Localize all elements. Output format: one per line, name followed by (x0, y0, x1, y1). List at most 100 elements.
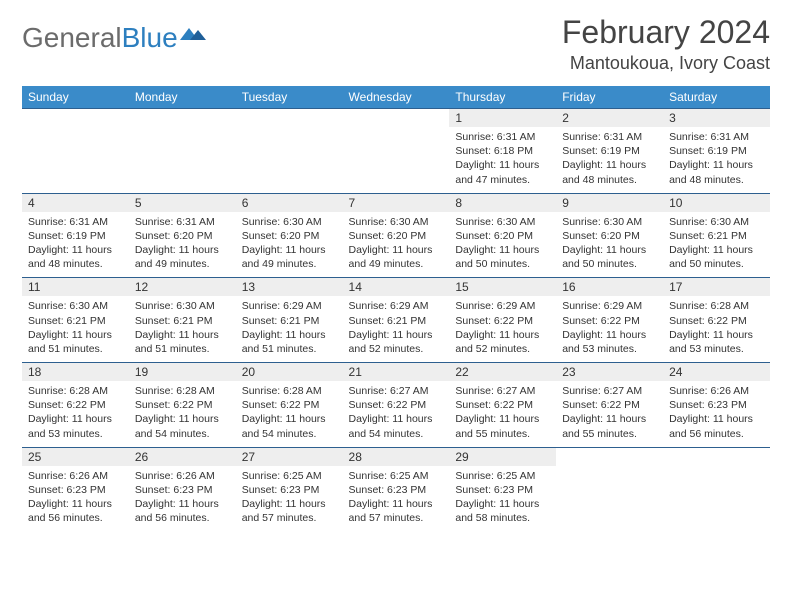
day-number: 14 (343, 278, 450, 297)
day-number: 2 (556, 109, 663, 128)
week-daynum-row: 11121314151617 (22, 278, 770, 297)
day-info: Sunrise: 6:30 AMSunset: 6:21 PMDaylight:… (663, 212, 770, 278)
sunset-line: Sunset: 6:20 PM (135, 229, 230, 243)
sunset-line: Sunset: 6:23 PM (242, 483, 337, 497)
sunset-line: Sunset: 6:21 PM (349, 314, 444, 328)
weekday-header: Saturday (663, 86, 770, 109)
sunset-line: Sunset: 6:20 PM (562, 229, 657, 243)
sunrise-line: Sunrise: 6:31 AM (562, 130, 657, 144)
sunset-line: Sunset: 6:21 PM (135, 314, 230, 328)
sunset-line: Sunset: 6:21 PM (242, 314, 337, 328)
day-number: 5 (129, 193, 236, 212)
day-info: Sunrise: 6:30 AMSunset: 6:20 PMDaylight:… (343, 212, 450, 278)
month-title: February 2024 (562, 14, 770, 51)
sunrise-line: Sunrise: 6:29 AM (562, 299, 657, 313)
daylight-line: Daylight: 11 hours and 55 minutes. (455, 412, 550, 440)
day-number: 23 (556, 363, 663, 382)
day-number: 3 (663, 109, 770, 128)
calendar-table: SundayMondayTuesdayWednesdayThursdayFrid… (22, 86, 770, 531)
sunset-line: Sunset: 6:23 PM (455, 483, 550, 497)
sunset-line: Sunset: 6:23 PM (349, 483, 444, 497)
daylight-line: Daylight: 11 hours and 50 minutes. (669, 243, 764, 271)
location-label: Mantoukoua, Ivory Coast (562, 53, 770, 74)
sunrise-line: Sunrise: 6:30 AM (455, 215, 550, 229)
sunrise-line: Sunrise: 6:31 AM (28, 215, 123, 229)
sunrise-line: Sunrise: 6:25 AM (349, 469, 444, 483)
day-number: 9 (556, 193, 663, 212)
day-number: 12 (129, 278, 236, 297)
sunrise-line: Sunrise: 6:26 AM (135, 469, 230, 483)
daylight-line: Daylight: 11 hours and 56 minutes. (135, 497, 230, 525)
sunset-line: Sunset: 6:19 PM (28, 229, 123, 243)
daylight-line: Daylight: 11 hours and 49 minutes. (349, 243, 444, 271)
daylight-line: Daylight: 11 hours and 57 minutes. (349, 497, 444, 525)
day-info: Sunrise: 6:25 AMSunset: 6:23 PMDaylight:… (236, 466, 343, 532)
day-info: Sunrise: 6:31 AMSunset: 6:19 PMDaylight:… (22, 212, 129, 278)
empty-cell (556, 447, 663, 466)
empty-cell (129, 127, 236, 193)
sunset-line: Sunset: 6:21 PM (669, 229, 764, 243)
daylight-line: Daylight: 11 hours and 51 minutes. (28, 328, 123, 356)
day-info: Sunrise: 6:31 AMSunset: 6:19 PMDaylight:… (556, 127, 663, 193)
day-info: Sunrise: 6:31 AMSunset: 6:18 PMDaylight:… (449, 127, 556, 193)
day-info: Sunrise: 6:28 AMSunset: 6:22 PMDaylight:… (129, 381, 236, 447)
daylight-line: Daylight: 11 hours and 52 minutes. (349, 328, 444, 356)
daylight-line: Daylight: 11 hours and 52 minutes. (455, 328, 550, 356)
daylight-line: Daylight: 11 hours and 53 minutes. (669, 328, 764, 356)
weekday-header: Wednesday (343, 86, 450, 109)
sunset-line: Sunset: 6:22 PM (455, 398, 550, 412)
day-number: 27 (236, 447, 343, 466)
sunrise-line: Sunrise: 6:25 AM (242, 469, 337, 483)
week-daynum-row: 45678910 (22, 193, 770, 212)
day-number: 26 (129, 447, 236, 466)
week-info-row: Sunrise: 6:31 AM Sunset: 6:18 PM Daylight:… (22, 127, 770, 193)
sunset-line: Sunset: 6:20 PM (242, 229, 337, 243)
day-info: Sunrise: 6:30 AMSunset: 6:20 PMDaylight:… (556, 212, 663, 278)
day-number: 28 (343, 447, 450, 466)
brand-part1: General (22, 22, 122, 54)
day-number: 6 (236, 193, 343, 212)
day-number: 13 (236, 278, 343, 297)
day-info: Sunrise: 6:25 AMSunset: 6:23 PMDaylight:… (343, 466, 450, 532)
day-number: 25 (22, 447, 129, 466)
sunrise-line: Sunrise: 6:30 AM (562, 215, 657, 229)
day-info: Sunrise: 6:29 AMSunset: 6:22 PMDaylight:… (449, 296, 556, 362)
daylight-line: Daylight: 11 hours and 50 minutes. (455, 243, 550, 271)
sunset-line: Sunset: 6:19 PM (562, 144, 657, 158)
weekday-header: Friday (556, 86, 663, 109)
day-info: Sunrise: 6:26 AMSunset: 6:23 PMDaylight:… (129, 466, 236, 532)
daylight-line: Daylight: 11 hours and 49 minutes. (242, 243, 337, 271)
day-info: Sunrise: 6:26 AMSunset: 6:23 PMDaylight:… (22, 466, 129, 532)
day-info: Sunrise: 6:27 AMSunset: 6:22 PMDaylight:… (449, 381, 556, 447)
sunset-line: Sunset: 6:22 PM (349, 398, 444, 412)
sunset-line: Sunset: 6:18 PM (455, 144, 550, 158)
empty-cell (22, 127, 129, 193)
day-number: 8 (449, 193, 556, 212)
empty-cell (663, 466, 770, 532)
sunset-line: Sunset: 6:22 PM (562, 398, 657, 412)
daylight-line: Daylight: 11 hours and 56 minutes. (28, 497, 123, 525)
sunset-line: Sunset: 6:20 PM (455, 229, 550, 243)
day-number: 24 (663, 363, 770, 382)
week-info-row: Sunrise: 6:26 AMSunset: 6:23 PMDaylight:… (22, 466, 770, 532)
day-info: Sunrise: 6:27 AMSunset: 6:22 PMDaylight:… (343, 381, 450, 447)
day-info: Sunrise: 6:29 AMSunset: 6:22 PMDaylight:… (556, 296, 663, 362)
day-info: Sunrise: 6:31 AMSunset: 6:19 PMDaylight:… (663, 127, 770, 193)
daylight-line: Daylight: 11 hours and 55 minutes. (562, 412, 657, 440)
sunset-line: Sunset: 6:23 PM (28, 483, 123, 497)
daylight-line: Daylight: 11 hours and 54 minutes. (135, 412, 230, 440)
daylight-line: Daylight: 11 hours and 48 minutes. (669, 158, 764, 186)
daylight-line: Daylight: 11 hours and 53 minutes. (28, 412, 123, 440)
sunset-line: Sunset: 6:21 PM (28, 314, 123, 328)
empty-cell (236, 127, 343, 193)
day-number: 16 (556, 278, 663, 297)
day-number: 11 (22, 278, 129, 297)
sunrise-line: Sunrise: 6:30 AM (349, 215, 444, 229)
sunset-line: Sunset: 6:22 PM (562, 314, 657, 328)
sunset-line: Sunset: 6:22 PM (455, 314, 550, 328)
sunrise-line: Sunrise: 6:26 AM (28, 469, 123, 483)
day-number: 22 (449, 363, 556, 382)
sunset-line: Sunset: 6:22 PM (135, 398, 230, 412)
daylight-line: Daylight: 11 hours and 56 minutes. (669, 412, 764, 440)
empty-cell (343, 127, 450, 193)
